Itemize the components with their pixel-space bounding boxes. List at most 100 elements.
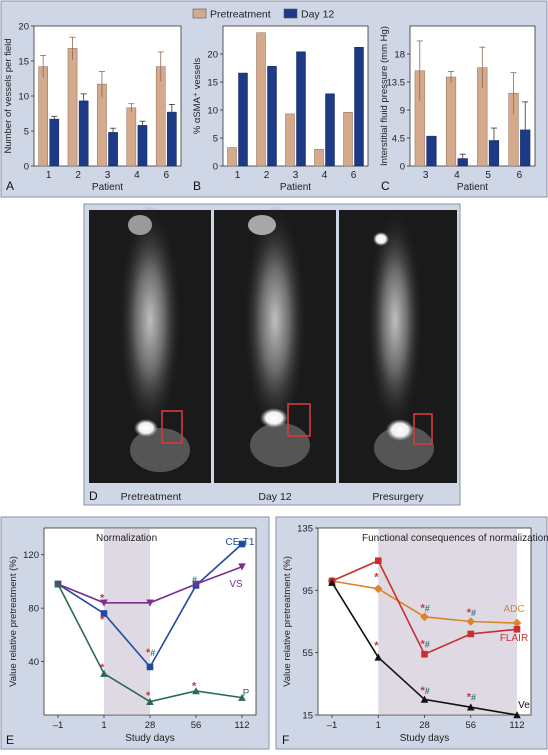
point-adc-3: [466, 617, 476, 626]
bar-b-day12-3: [325, 93, 335, 167]
point-vs-2: [146, 599, 154, 607]
y-tick-label-b-2: 10: [207, 106, 218, 117]
significance-mark-e-6: *: [192, 681, 197, 693]
point-p-0: [54, 580, 62, 588]
mri-label-presurgery: Presurgery: [372, 491, 424, 503]
point-flair-4: [513, 625, 521, 633]
x-tick-label-b-3: 4: [322, 170, 328, 181]
point-ve-1: [374, 653, 383, 661]
bar-c-day12-3: [520, 129, 531, 167]
y-tick-label-a-3: 15: [18, 57, 29, 68]
y-tick-label-f-2: 95: [302, 586, 313, 597]
series-label-flair: FLAIR: [500, 633, 528, 644]
point-vs-3: [192, 580, 200, 588]
series-label-ve: Ve: [518, 700, 530, 711]
y-tick-label-c-2: 9: [400, 106, 405, 117]
x-tick-label-b-4: 6: [351, 170, 357, 181]
point-ce-t1-2: [146, 663, 154, 671]
x-tick-label-e-2: 28: [145, 720, 156, 731]
x-tick-label-a-1: 2: [75, 170, 81, 181]
y-tick-label-b-4: 20: [207, 50, 218, 61]
x-tick-label-e-3: 56: [191, 720, 202, 731]
significance-mark-e-3: *#: [146, 647, 155, 659]
x-tick-label-b-0: 1: [235, 170, 241, 181]
y-tick-label-a-4: 20: [18, 22, 29, 33]
legend-label-pretreatment: Pretreatment: [210, 9, 271, 21]
roi-box-pretreatment: [161, 410, 183, 444]
x-tick-label-b-1: 2: [264, 170, 270, 181]
chart-title-e: Normalization: [96, 533, 157, 544]
y-tick-label-a-1: 5: [24, 127, 29, 138]
y-tick-label-c-0: 0: [400, 162, 405, 173]
x-axis-label-c: Patient: [457, 182, 488, 193]
point-flair-1: [374, 557, 382, 565]
y-tick-label-b-0: 0: [213, 162, 218, 173]
point-ve-4: [513, 711, 521, 719]
significance-mark-f-2: *#: [421, 602, 430, 614]
y-tick-label-c-1: 4.5: [392, 134, 405, 145]
y-axis-label-b: % αSMA⁺ vessels: [192, 58, 203, 135]
point-p-3: [192, 687, 200, 695]
significance-mark-f-0: *: [374, 571, 379, 583]
x-tick-label-b-2: 3: [293, 170, 299, 181]
point-p-1: [100, 669, 108, 677]
chart-title-f: Functional consequences of normalization: [362, 533, 548, 544]
y-axis-label-f: Value relative pretreatment (%): [282, 556, 293, 687]
roi-box-day12: [287, 403, 311, 437]
point-p-4: [238, 693, 246, 701]
bar-b-pretreatment-4: [343, 111, 353, 167]
bar-a-pretreatment-3: [126, 107, 137, 167]
point-adc-1: [373, 584, 383, 594]
y-tick-label-b-3: 15: [207, 78, 218, 89]
significance-mark-f-1: *: [374, 640, 379, 652]
y-tick-label-a-2: 10: [18, 92, 29, 103]
x-tick-label-c-1: 4: [454, 170, 460, 181]
significance-mark-f-5: *#: [467, 607, 476, 619]
bar-b-day12-0: [238, 72, 248, 167]
roi-box-presurgery: [413, 413, 433, 445]
significance-mark-f-3: *#: [421, 638, 430, 650]
y-tick-label-a-0: 0: [24, 162, 29, 173]
normalization-window-f: [378, 529, 517, 714]
y-tick-label-f-1: 55: [302, 648, 313, 659]
panel-letter-a: A: [6, 179, 14, 193]
panel-letter-e: E: [6, 733, 14, 747]
significance-mark-e-1: *: [100, 614, 105, 626]
point-ve-3: [466, 703, 475, 711]
y-axis-label-a: Number of vessels per field: [3, 38, 14, 153]
point-flair-3: [467, 630, 475, 638]
x-tick-label-f-0: –1: [327, 720, 338, 731]
bar-b-day12-4: [354, 47, 364, 167]
bar-a-day12-2: [108, 132, 118, 167]
bar-b-pretreatment-1: [256, 32, 266, 167]
y-tick-label-e-1: 80: [28, 604, 39, 615]
mri-label-day12: Day 12: [258, 491, 291, 503]
bar-b-day12-2: [296, 51, 306, 167]
significance-mark-e-5: #: [192, 575, 197, 585]
point-ve-2: [420, 695, 429, 703]
bar-a-pretreatment-0: [38, 66, 48, 167]
bar-a-day12-3: [137, 125, 148, 167]
mri-image-pretreatment: [89, 205, 211, 483]
y-tick-label-c-3: 13.5: [387, 78, 406, 89]
panel-letter-d: D: [89, 489, 98, 503]
bar-a-day12-1: [78, 100, 89, 167]
series-label-ce-t1: CE-T1: [226, 537, 255, 548]
x-axis-label-e: Study days: [125, 733, 174, 744]
bar-c-day12-0: [426, 135, 437, 167]
legend-swatch-day12: [283, 8, 298, 19]
bar-b-day12-1: [267, 66, 277, 167]
y-tick-label-c-4: 18: [394, 50, 405, 61]
y-axis-label-c: Interstitial fluid pressure (mm Hg): [379, 26, 390, 166]
point-flair-2: [421, 650, 428, 658]
x-tick-label-f-1: 1: [376, 720, 381, 731]
x-tick-label-a-3: 4: [134, 170, 140, 181]
chart-f: Functional consequences of normalization…: [282, 524, 548, 745]
legend-label-day12: Day 12: [301, 9, 334, 21]
y-axis-label-e: Value relative pretreatment (%): [8, 556, 19, 687]
mri-image-presurgery: [339, 208, 457, 483]
x-tick-label-f-4: 112: [509, 720, 524, 731]
point-adc-4: [512, 618, 522, 628]
bar-c-day12-2: [488, 140, 500, 167]
